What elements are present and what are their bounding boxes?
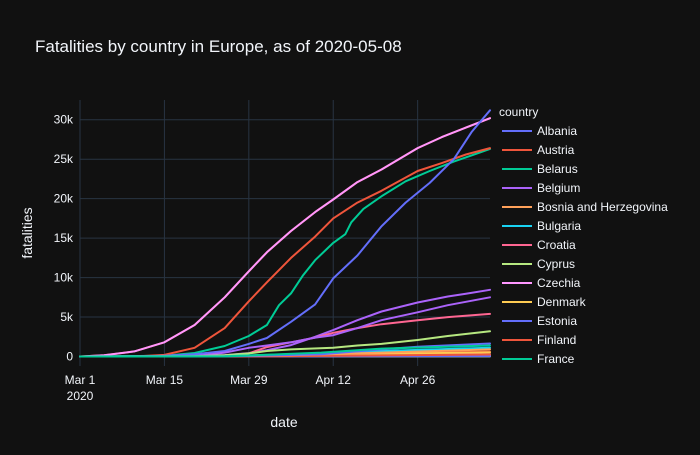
legend-item-label: France — [537, 352, 575, 366]
legend-item-label: Albania — [537, 124, 577, 138]
y-tick-label: 15k — [54, 231, 74, 245]
y-tick-label: 30k — [54, 113, 74, 127]
y-tick-label: 0 — [66, 350, 73, 364]
legend-item-label: Czechia — [537, 276, 581, 290]
legend-item-label: Croatia — [537, 238, 576, 252]
legend-title: country — [499, 105, 538, 119]
x-tick-sublabel: 2020 — [67, 389, 94, 403]
x-tick-label: Apr 26 — [400, 373, 436, 387]
y-tick-label: 25k — [54, 152, 74, 166]
x-tick-label: Apr 12 — [316, 373, 352, 387]
y-tick-label: 20k — [54, 192, 74, 206]
legend-item-label: Bosnia and Herzegovina — [537, 200, 668, 214]
legend-item-label: Cyprus — [537, 257, 575, 271]
x-tick-label: Mar 29 — [230, 373, 268, 387]
chart-title: Fatalities by country in Europe, as of 2… — [35, 37, 402, 56]
x-tick-label: Mar 15 — [146, 373, 184, 387]
legend-item-label: Denmark — [537, 295, 587, 309]
legend-item-label: Austria — [537, 143, 575, 157]
legend-item-label: Belgium — [537, 181, 580, 195]
y-axis-title: fatalities — [19, 207, 35, 258]
legend-item-label: Estonia — [537, 314, 577, 328]
y-tick-label: 10k — [54, 271, 74, 285]
x-axis-title: date — [270, 414, 297, 430]
legend-item-label: Belarus — [537, 162, 578, 176]
x-tick-label: Mar 1 — [65, 373, 96, 387]
legend-item-label: Bulgaria — [537, 219, 581, 233]
y-tick-label: 5k — [60, 310, 74, 324]
legend-item-label: Finland — [537, 333, 576, 347]
